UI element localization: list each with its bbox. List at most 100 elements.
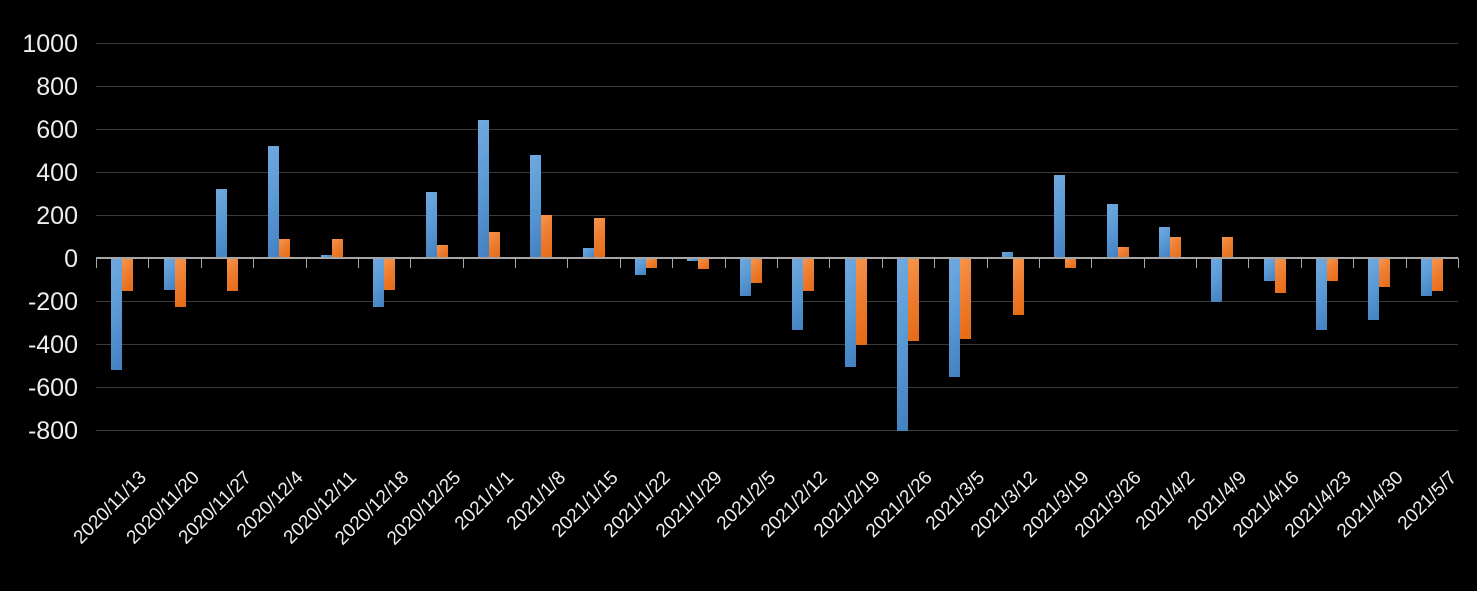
x-axis-tick bbox=[882, 258, 883, 268]
bar-orange-series-2021/1/29[interactable] bbox=[698, 259, 709, 269]
bar-orange-series-2021/5/7[interactable] bbox=[1432, 259, 1443, 291]
x-axis-tick bbox=[1144, 258, 1145, 268]
bar-blue-series-2020/12/11[interactable] bbox=[321, 255, 332, 258]
bar-orange-series-2020/11/13[interactable] bbox=[122, 259, 133, 291]
bar-blue-series-2020/12/18[interactable] bbox=[373, 259, 384, 307]
bar-blue-series-2020/11/13[interactable] bbox=[111, 259, 122, 370]
y-axis-tick-label: 1000 bbox=[22, 30, 78, 58]
x-axis-tick bbox=[1353, 258, 1354, 268]
gridline bbox=[96, 301, 1458, 302]
bar-blue-series-2021/4/30[interactable] bbox=[1368, 259, 1379, 320]
bar-orange-series-2021/3/19[interactable] bbox=[1065, 259, 1076, 268]
y-axis-tick-label: -400 bbox=[27, 331, 78, 359]
bar-blue-series-2021/4/16[interactable] bbox=[1264, 259, 1275, 281]
x-axis-tick bbox=[201, 258, 202, 268]
x-axis-tick bbox=[306, 258, 307, 268]
bar-blue-series-2021/1/15[interactable] bbox=[583, 248, 594, 258]
bar-blue-series-2021/2/26[interactable] bbox=[897, 259, 908, 431]
bar-orange-series-2021/3/26[interactable] bbox=[1118, 247, 1129, 258]
bar-blue-series-2021/2/12[interactable] bbox=[792, 259, 803, 330]
bar-orange-series-2021/1/22[interactable] bbox=[646, 259, 657, 268]
gridline bbox=[96, 344, 1458, 345]
x-axis-tick bbox=[987, 258, 988, 268]
x-axis-tick bbox=[463, 258, 464, 268]
x-axis-label-2021/5/7: 2021/5/7 bbox=[1393, 467, 1462, 535]
gridline bbox=[96, 43, 1458, 44]
x-axis-tick bbox=[1301, 258, 1302, 268]
x-axis-tick bbox=[725, 258, 726, 268]
bar-orange-series-2021/4/16[interactable] bbox=[1275, 259, 1286, 293]
y-axis-tick-label: -800 bbox=[27, 417, 78, 445]
bar-orange-series-2020/12/18[interactable] bbox=[384, 259, 395, 290]
x-axis-tick bbox=[1091, 258, 1092, 268]
bar-orange-series-2021/4/30[interactable] bbox=[1379, 259, 1390, 287]
y-axis-tick-label: -200 bbox=[27, 288, 78, 316]
gridline bbox=[96, 129, 1458, 130]
bar-orange-series-2020/11/27[interactable] bbox=[227, 259, 238, 291]
bar-orange-series-2021/1/1[interactable] bbox=[489, 232, 500, 258]
bar-orange-series-2020/12/25[interactable] bbox=[437, 245, 448, 258]
bar-orange-series-2021/2/26[interactable] bbox=[908, 259, 919, 341]
y-axis-tick-label: 800 bbox=[36, 73, 78, 101]
bar-blue-series-2021/2/5[interactable] bbox=[740, 259, 751, 296]
y-axis-tick-label: 400 bbox=[36, 159, 78, 187]
bar-orange-series-2021/3/12[interactable] bbox=[1013, 259, 1024, 315]
bar-orange-series-2021/4/23[interactable] bbox=[1327, 259, 1338, 281]
gridline bbox=[96, 215, 1458, 216]
bar-blue-series-2021/5/7[interactable] bbox=[1421, 259, 1432, 296]
x-axis-tick bbox=[672, 258, 673, 268]
y-axis-tick-label: 600 bbox=[36, 116, 78, 144]
bar-orange-series-2021/3/5[interactable] bbox=[960, 259, 971, 339]
x-axis-tick bbox=[829, 258, 830, 268]
bar-blue-series-2020/12/4[interactable] bbox=[268, 146, 279, 258]
x-axis-tick bbox=[515, 258, 516, 268]
bar-blue-series-2021/1/1[interactable] bbox=[478, 120, 489, 258]
bar-blue-series-2021/1/22[interactable] bbox=[635, 259, 646, 275]
bar-orange-series-2021/2/12[interactable] bbox=[803, 259, 814, 291]
bar-orange-series-2020/11/20[interactable] bbox=[175, 259, 186, 307]
bar-orange-series-2021/2/5[interactable] bbox=[751, 259, 762, 283]
y-axis-tick-label: 200 bbox=[36, 202, 78, 230]
x-axis-tick bbox=[96, 258, 97, 268]
bar-orange-series-2021/4/9[interactable] bbox=[1222, 237, 1233, 259]
x-axis-tick bbox=[358, 258, 359, 268]
bar-blue-series-2020/11/20[interactable] bbox=[164, 259, 175, 290]
x-axis-tick bbox=[934, 258, 935, 268]
x-axis-tick bbox=[1248, 258, 1249, 268]
gridline bbox=[96, 172, 1458, 173]
x-axis-tick bbox=[1039, 258, 1040, 268]
bar-blue-series-2020/12/25[interactable] bbox=[426, 192, 437, 258]
bar-blue-series-2021/3/19[interactable] bbox=[1054, 175, 1065, 258]
bar-orange-series-2021/1/15[interactable] bbox=[594, 218, 605, 258]
bar-blue-series-2021/2/19[interactable] bbox=[845, 259, 856, 367]
bar-blue-series-2021/4/9[interactable] bbox=[1211, 259, 1222, 302]
bar-orange-series-2020/12/11[interactable] bbox=[332, 239, 343, 258]
bar-orange-series-2021/1/8[interactable] bbox=[541, 215, 552, 258]
x-axis-tick bbox=[1196, 258, 1197, 268]
gridline bbox=[96, 86, 1458, 87]
x-axis-tick bbox=[410, 258, 411, 268]
bar-blue-series-2021/1/8[interactable] bbox=[530, 155, 541, 258]
bar-orange-series-2021/2/19[interactable] bbox=[856, 259, 867, 345]
x-axis-tick bbox=[1458, 258, 1459, 268]
bar-blue-series-2021/4/23[interactable] bbox=[1316, 259, 1327, 330]
y-axis-tick-label: -600 bbox=[27, 374, 78, 402]
gridline bbox=[96, 387, 1458, 388]
bar-blue-series-2021/3/12[interactable] bbox=[1002, 252, 1013, 258]
x-axis-tick bbox=[148, 258, 149, 268]
x-axis-tick bbox=[620, 258, 621, 268]
x-axis-tick bbox=[1406, 258, 1407, 268]
x-axis-tick bbox=[777, 258, 778, 268]
bar-blue-series-2021/3/5[interactable] bbox=[949, 259, 960, 377]
bar-blue-series-2020/11/27[interactable] bbox=[216, 189, 227, 258]
bar-orange-series-2021/4/2[interactable] bbox=[1170, 237, 1181, 259]
bar-blue-series-2021/3/26[interactable] bbox=[1107, 204, 1118, 258]
bar-blue-series-2021/4/2[interactable] bbox=[1159, 227, 1170, 258]
x-axis-tick bbox=[567, 258, 568, 268]
y-axis-tick-label: 0 bbox=[64, 245, 78, 273]
bar-blue-series-2021/1/29[interactable] bbox=[687, 259, 698, 261]
bar-orange-series-2020/12/4[interactable] bbox=[279, 239, 290, 258]
x-axis-tick bbox=[253, 258, 254, 268]
gridline bbox=[96, 430, 1458, 431]
